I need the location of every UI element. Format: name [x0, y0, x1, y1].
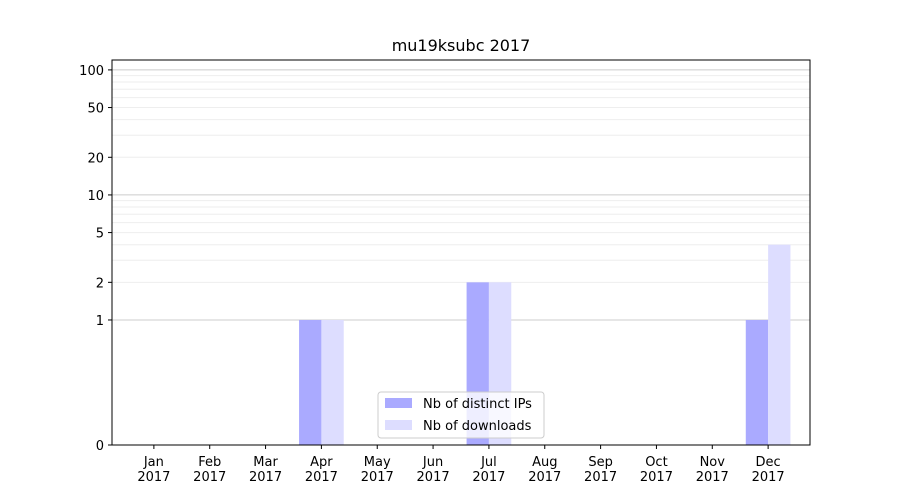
x-tick-label: Mar 2017 [249, 455, 282, 485]
x-tick-label: Jul 2017 [472, 455, 505, 485]
y-tick-label: 2 [96, 276, 104, 291]
legend-swatch-downloads [385, 420, 412, 430]
bar-distinct-ips-3 [299, 319, 322, 445]
y-tick-label: 1 [96, 314, 104, 329]
x-tick-label: Jun 2017 [417, 455, 450, 485]
y-tick-label: 100 [79, 64, 104, 79]
x-axis: Jan 2017 Feb 2017 Mar 2017 Apr 2017 May 2017 Jun 20… [137, 445, 785, 485]
plot-background [112, 60, 810, 445]
y-tick-label: 50 [87, 102, 104, 117]
x-tick-label: Oct 2017 [640, 455, 673, 485]
x-tick-label: Sep 2017 [584, 455, 617, 485]
x-tick-label: Feb 2017 [193, 455, 226, 485]
legend: Nb of distinct IPs Nb of downloads [377, 391, 545, 439]
grid-lines [112, 69, 810, 321]
y-tick-label: 0 [96, 439, 104, 454]
chart-title: mu19ksubc 2017 [392, 36, 531, 55]
legend-swatch-distinct-ips [385, 398, 412, 408]
x-tick-label: Dec 2017 [752, 455, 785, 485]
bar-downloads-3 [321, 319, 344, 445]
x-tick-label: Nov 2017 [696, 455, 729, 485]
y-axis: 0 1 2 5 10 20 50 100 [79, 64, 112, 454]
bar-distinct-ips-11 [745, 319, 769, 445]
y-tick-label: 10 [87, 189, 104, 204]
legend-box [377, 391, 545, 439]
legend-label-distinct-ips: Nb of distinct IPs [423, 397, 532, 412]
x-tick-label: Aug 2017 [528, 455, 561, 485]
legend-label-downloads: Nb of downloads [423, 419, 532, 434]
plot-frame [111, 59, 811, 446]
y-tick-label: 20 [87, 151, 104, 166]
bar-downloads-11 [768, 244, 791, 445]
x-tick-label: Apr 2017 [305, 455, 338, 485]
y-tick-label: 5 [96, 227, 104, 242]
x-tick-label: May 2017 [361, 455, 394, 485]
x-tick-label: Jan 2017 [137, 455, 170, 485]
